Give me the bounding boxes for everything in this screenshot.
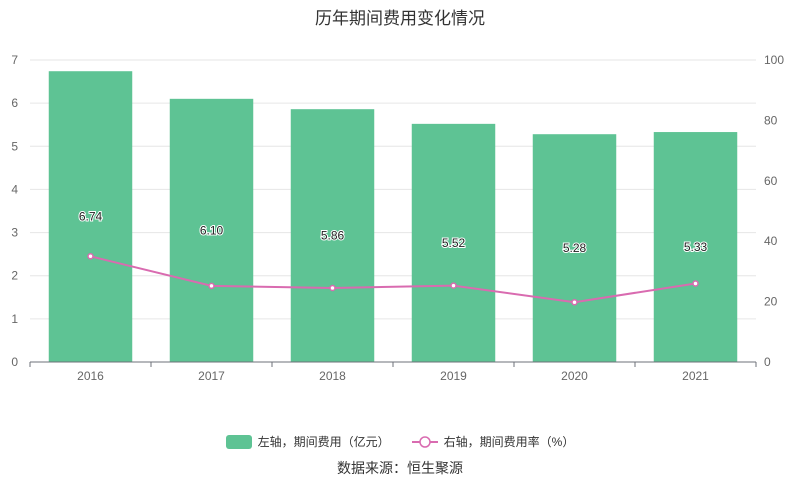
y-left-tick-label: 5 <box>11 139 18 153</box>
bar-2017 <box>169 98 254 362</box>
bar-data-label-2020: 5.28 <box>563 241 587 255</box>
bar-2018 <box>290 109 375 362</box>
bar-data-label-2016: 6.74 <box>79 210 103 224</box>
rate-point-2021 <box>692 280 699 287</box>
legend: 左轴，期间费用（亿元） 右轴，期间费用率（%） <box>0 433 800 450</box>
x-tick-label-2021: 2021 <box>682 369 709 383</box>
bar-2020 <box>532 134 617 362</box>
bar-data-label-2017: 6.10 <box>200 223 224 237</box>
y-right-tick-label: 60 <box>764 174 778 188</box>
source-note: 数据来源：恒生聚源 <box>337 460 463 476</box>
line-series <box>87 253 699 306</box>
y-left-tick-label: 7 <box>11 53 18 67</box>
legend-line-label: 右轴，期间费用率（%） <box>443 435 575 449</box>
rate-line <box>90 255 696 304</box>
axes: 0 1 2 3 4 5 6 7 0 20 40 60 80 100 2016 2017 2018 2019 2020… <box>11 53 784 383</box>
legend-bar-label: 左轴，期间费用（亿元） <box>257 435 390 449</box>
y-left-tick-label: 4 <box>11 182 18 196</box>
bar-2019 <box>411 123 496 362</box>
y-right-tick-label: 100 <box>764 53 784 67</box>
y-left-tick-label: 6 <box>11 96 18 110</box>
rate-point-2020 <box>571 298 578 306</box>
data-labels: 6.74 6.10 5.86 5.52 5.28 5.33 <box>78 209 709 256</box>
x-tick-label-2019: 2019 <box>440 369 467 383</box>
x-tick-label-2018: 2018 <box>319 369 346 383</box>
gridlines <box>30 59 756 320</box>
bar-data-label-2019: 5.52 <box>442 236 466 250</box>
bar-series <box>48 71 738 363</box>
y-left-tick-label: 3 <box>11 226 18 240</box>
bar-data-label-2018: 5.86 <box>321 229 345 243</box>
chart-title: 历年期间费用变化情况 <box>315 9 485 28</box>
legend-item-bar[interactable]: 左轴，期间费用（亿元） <box>225 433 390 450</box>
y-left-tick-label: 0 <box>11 355 18 369</box>
bar-data-label-2021: 5.33 <box>684 240 708 254</box>
rate-point-2019 <box>450 282 457 289</box>
x-tick-label-2020: 2020 <box>561 369 588 383</box>
legend-bar-swatch <box>225 434 252 449</box>
y-left-tick-label: 2 <box>11 269 18 283</box>
legend-item-line[interactable]: 右轴，期间费用率（%） <box>411 433 575 450</box>
x-tick-label-2017: 2017 <box>198 369 225 383</box>
rate-point-2018 <box>329 284 336 292</box>
y-left-tick-label: 1 <box>11 312 18 326</box>
y-right-tick-label: 40 <box>764 234 778 248</box>
y-right-tick-label: 0 <box>764 355 771 369</box>
bar-2016 <box>48 71 133 363</box>
legend-line-swatch <box>411 435 438 448</box>
bar-2021 <box>653 132 738 362</box>
y-right-tick-label: 20 <box>764 295 778 309</box>
y-right-tick-label: 80 <box>764 113 778 127</box>
rate-point-2017 <box>208 282 215 290</box>
rate-point-2016 <box>87 253 94 260</box>
x-tick-label-2016: 2016 <box>77 369 104 383</box>
